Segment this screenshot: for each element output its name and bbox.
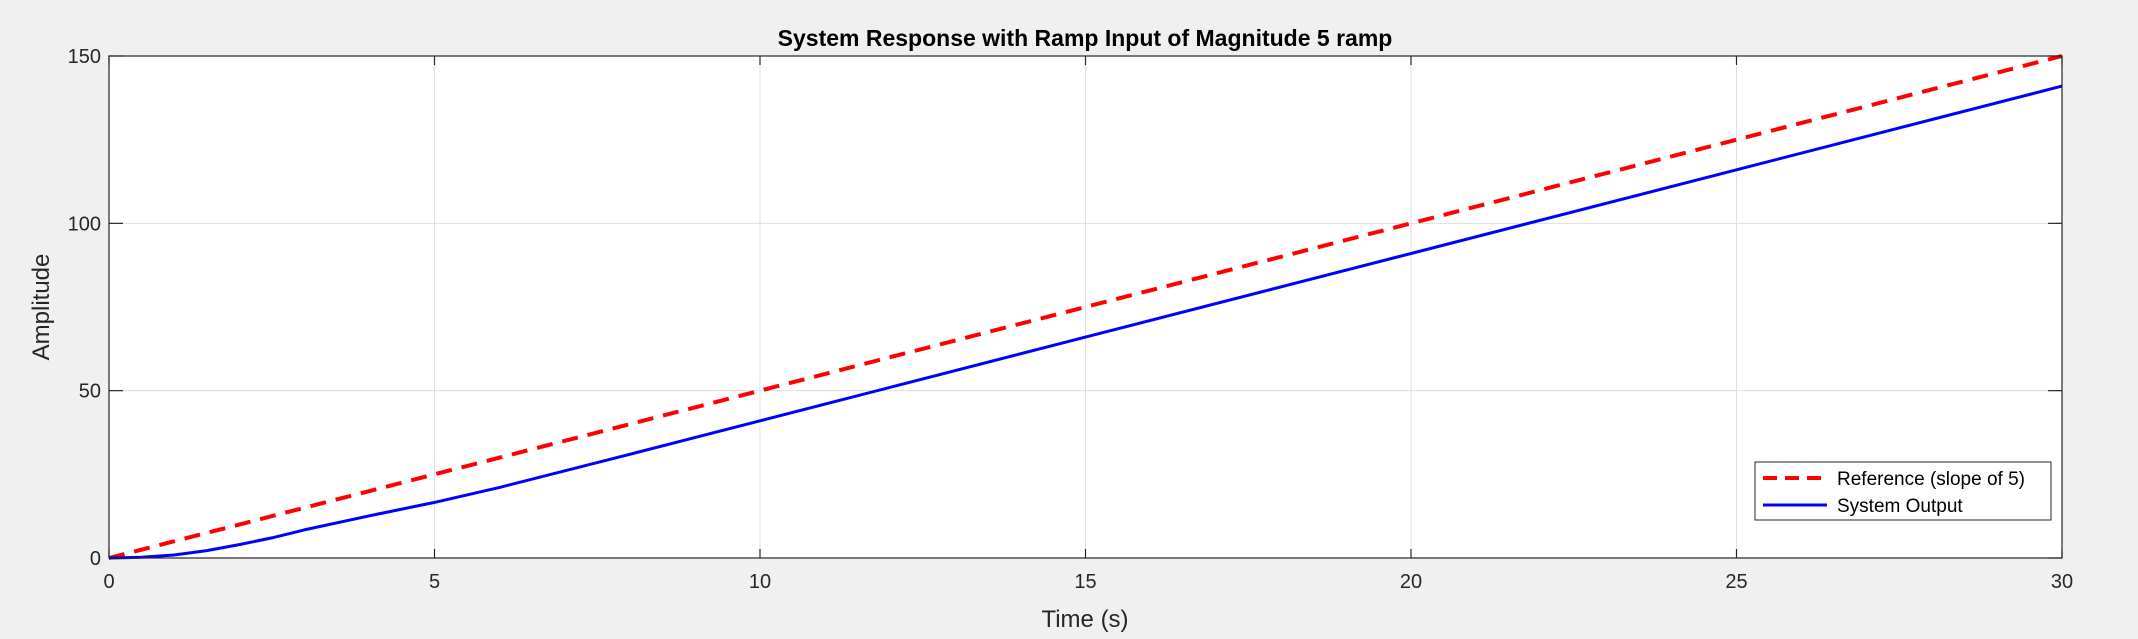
y-tick-label: 50 (79, 381, 101, 403)
y-tick-label: 100 (68, 213, 101, 235)
y-tick-label: 150 (68, 46, 101, 68)
series-line-1 (108, 84, 2063, 560)
legend-box (1754, 461, 2052, 521)
y-axis-label: Amplitude (28, 254, 55, 361)
x-tick-label: 10 (749, 571, 771, 593)
x-tick-label: 0 (103, 571, 114, 593)
ticks: 0 5 10 15 20 25 30 0 50 100 150 (68, 46, 2074, 593)
y-tick-label: 0 (90, 548, 101, 570)
x-tick-label: 25 (1725, 571, 1747, 593)
legend-label-0: Reference (slope of 5) (1837, 469, 2025, 490)
x-axis-label: Time (s) (1041, 606, 1128, 633)
legend: Reference (slope of 5) System Output (1754, 461, 2052, 521)
x-tick-label: 15 (1074, 571, 1096, 593)
x-tick-label: 30 (2051, 571, 2073, 593)
x-tick-label: 20 (1400, 571, 1422, 593)
legend-label-1: System Output (1837, 496, 1963, 517)
x-tick-label: 5 (429, 571, 440, 593)
chart-title: System Response with Ramp Input of Magni… (778, 25, 1393, 51)
series-group (108, 54, 2063, 560)
